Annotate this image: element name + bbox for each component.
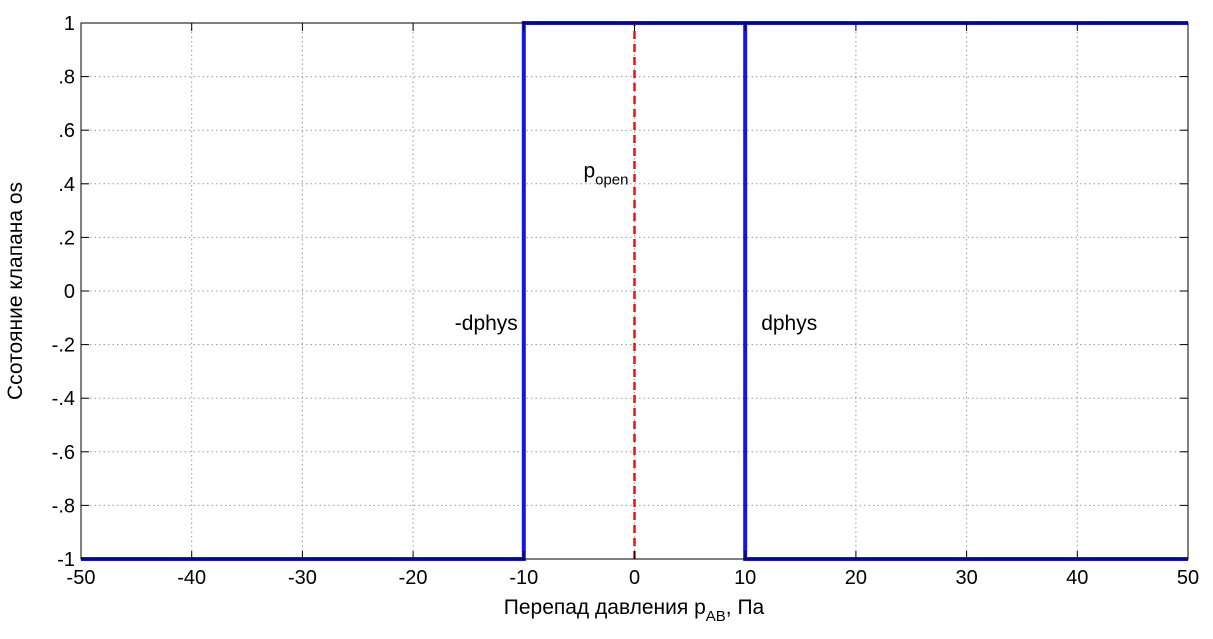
x-tick-label: 10: [734, 567, 756, 589]
y-tick-label: .6: [58, 120, 75, 142]
x-tick-label: -50: [67, 567, 96, 589]
annotation-popen-sub: open: [595, 171, 628, 188]
y-tick-label: .2: [58, 227, 75, 249]
y-tick-label: -1: [57, 549, 75, 571]
x-tick-label: -30: [288, 567, 317, 589]
y-tick-label: -.8: [52, 495, 75, 517]
x-tick-label: -10: [509, 567, 538, 589]
annotation-neg-dphys: -dphys: [455, 312, 518, 335]
x-tick-label: 50: [1177, 567, 1199, 589]
grid-lines: [81, 23, 1188, 559]
annotations: -dphys dphys popen: [455, 159, 817, 335]
y-axis-label: Ссотояние клапана os: [4, 182, 27, 400]
x-axis-label: Перепад давления pAB, Па: [504, 596, 765, 625]
x-axis-label-main: Перепад давления p: [504, 596, 706, 619]
y-tick-label: 0: [64, 281, 75, 303]
x-axis-label-tail: , Па: [726, 596, 765, 619]
y-tick-label: .8: [58, 67, 75, 89]
y-tick-label: -.6: [52, 442, 75, 464]
annotation-dphys: dphys: [761, 312, 817, 335]
x-tick-label: 0: [629, 567, 640, 589]
annotation-popen-main: p: [583, 159, 595, 182]
tick-marks-and-labels: -50 -40 -30 -20 -10 0 10 20 30 40 50-1-.8-.6-.4-.2…: [52, 13, 1199, 589]
y-tick-label: 1: [64, 13, 75, 35]
annotation-popen: popen: [583, 159, 628, 188]
x-tick-label: 30: [955, 567, 977, 589]
x-tick-label: -20: [399, 567, 428, 589]
x-axis-label-sub: AB: [706, 608, 726, 625]
y-tick-label: -.4: [52, 388, 75, 410]
y-tick-label: -.2: [52, 335, 75, 357]
x-tick-label: 40: [1066, 567, 1088, 589]
y-tick-label: .4: [58, 174, 75, 196]
x-tick-label: 20: [845, 567, 867, 589]
x-tick-label: -40: [177, 567, 206, 589]
